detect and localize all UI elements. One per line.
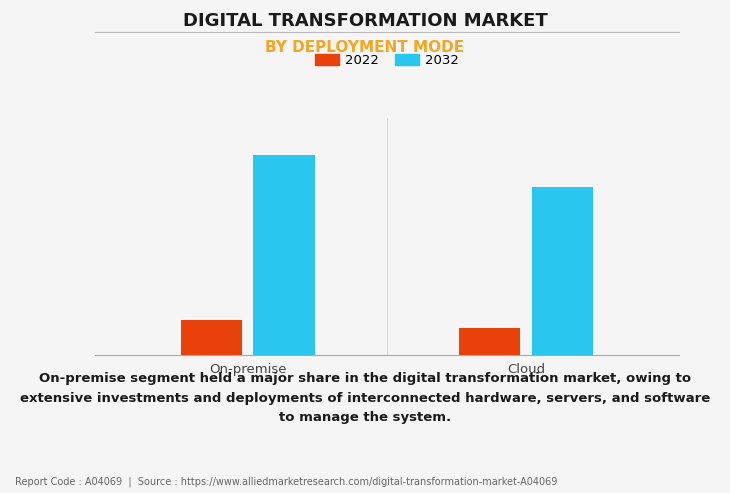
- Bar: [181, 320, 242, 355]
- Legend: 2022, 2032: 2022, 2032: [310, 49, 464, 73]
- Bar: [253, 155, 315, 355]
- Text: DIGITAL TRANSFORMATION MARKET: DIGITAL TRANSFORMATION MARKET: [182, 12, 548, 31]
- Text: BY DEPLOYMENT MODE: BY DEPLOYMENT MODE: [266, 40, 464, 55]
- Bar: [531, 187, 593, 355]
- Text: On-premise segment held a major share in the digital transformation market, owin: On-premise segment held a major share in…: [20, 372, 710, 424]
- Bar: [459, 328, 520, 355]
- Text: Report Code : A04069  |  Source : https://www.alliedmarketresearch.com/digital-t: Report Code : A04069 | Source : https://…: [15, 477, 557, 487]
